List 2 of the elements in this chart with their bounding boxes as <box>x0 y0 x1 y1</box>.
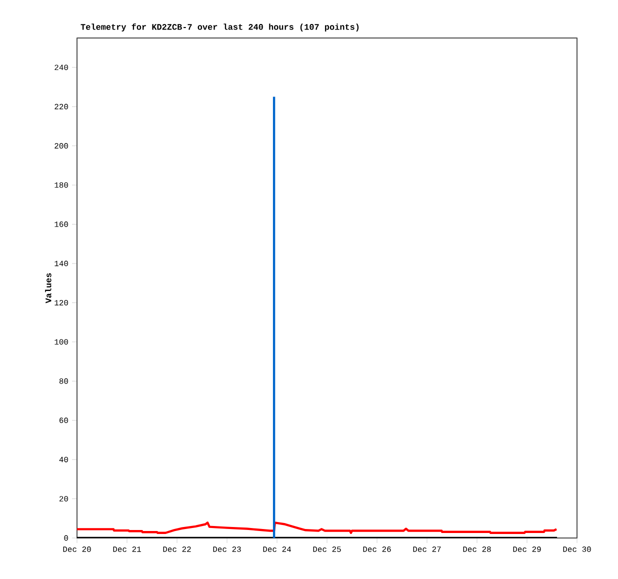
chart-title: Telemetry for KD2ZCB-7 over last 240 hours (107 points) <box>80 23 359 32</box>
y-axis-title: Values <box>45 273 52 304</box>
